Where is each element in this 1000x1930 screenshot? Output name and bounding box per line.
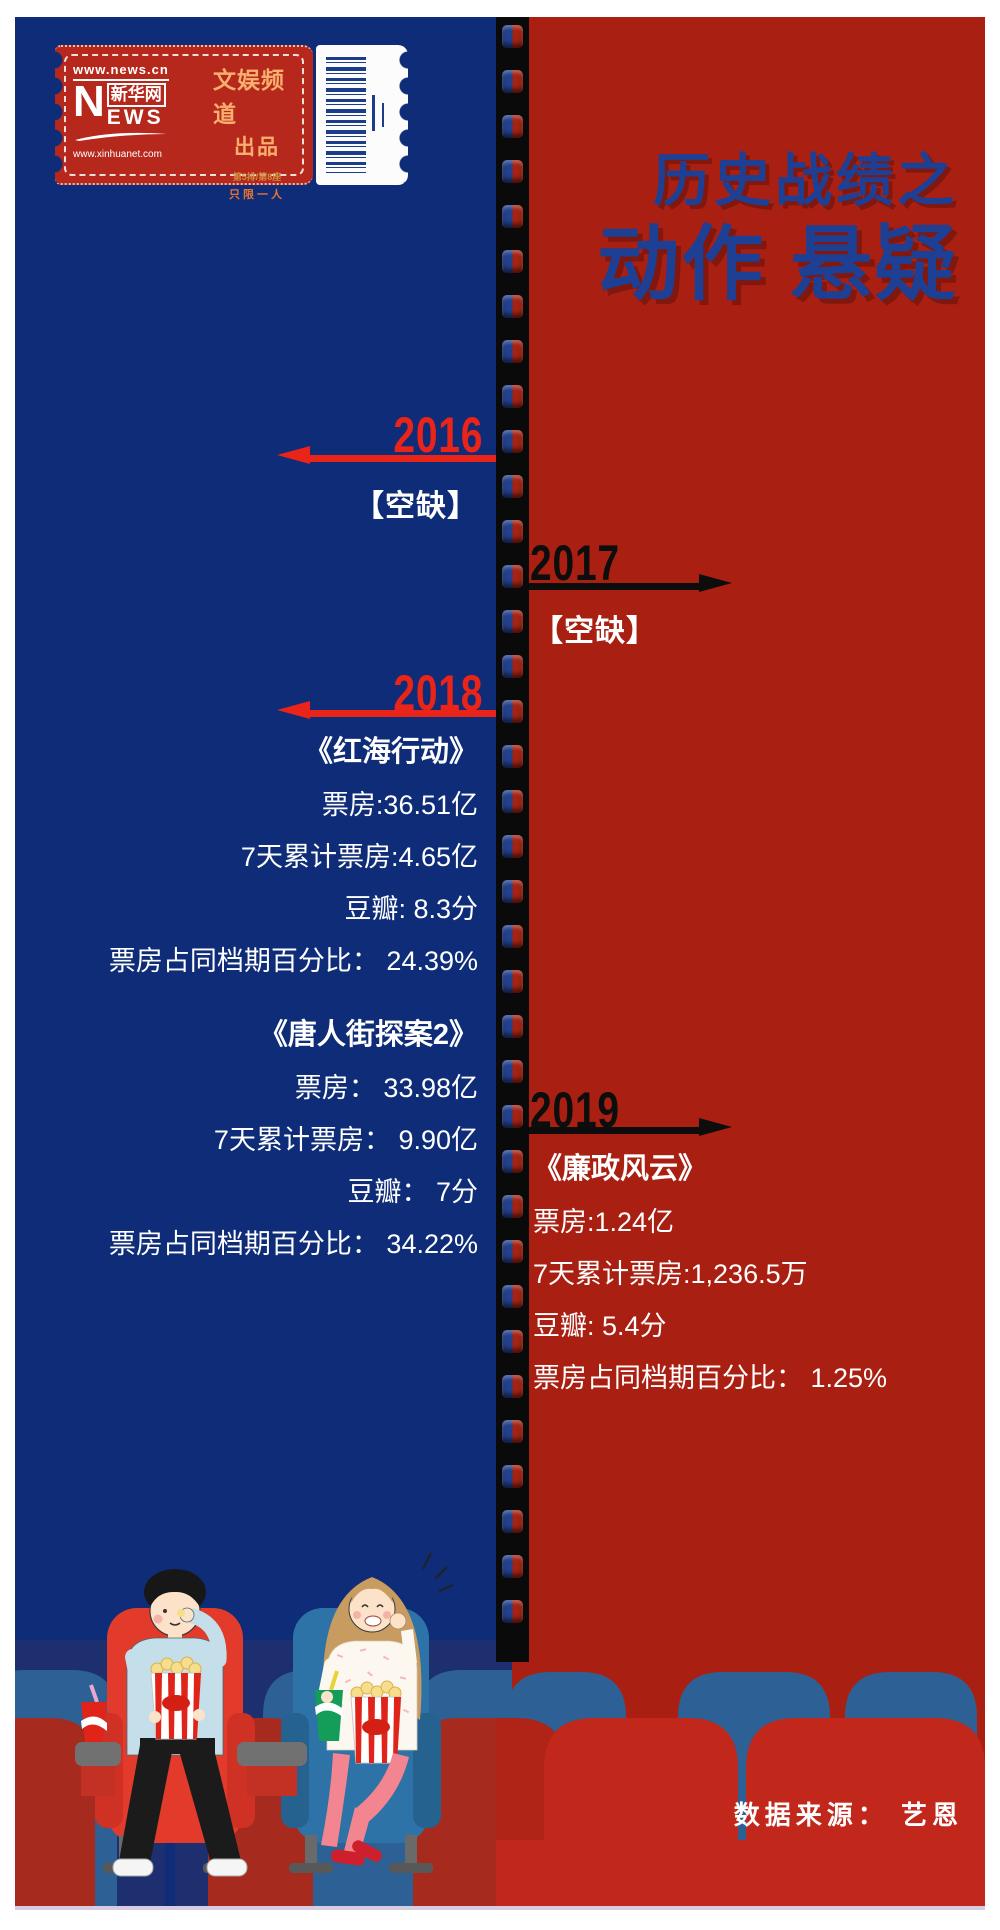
ticket-body: www.news.cn N 新华网 EWS www.xinhuanet.com [54, 45, 313, 201]
movie-card-lianzheng: 《廉政风云》 票房:1.24亿 7天累计票房:1,236.5万 豆瓣: 5.4分… [533, 1153, 887, 1395]
right-red-panel [512, 17, 985, 1910]
bottom-edge-strip [15, 1906, 985, 1910]
armrests [75, 1742, 307, 1796]
movie-title: 《廉政风云》 [533, 1153, 708, 1185]
ticket-stub [316, 45, 408, 185]
timeline-arrow-2019 [517, 1118, 732, 1136]
ticket-seat-info: 第5排/第8座 [232, 172, 282, 182]
logo-swoosh-icon [75, 133, 167, 142]
ticket-logo: www.news.cn N 新华网 EWS www.xinhuanet.com [54, 45, 408, 201]
movie-title: 《唐人街探案2》 [258, 1019, 478, 1051]
timeline-arrow-2016 [277, 446, 507, 464]
title-line1: 历史战绩之 [653, 149, 958, 213]
man-character [112, 1569, 248, 1877]
stub-scallop-edge [392, 47, 408, 183]
logo-ews-letters: EWS [106, 106, 164, 130]
movie-stat: 7天累计票房:1,236.5万 [533, 1259, 808, 1290]
popcorn-bucket [350, 1680, 402, 1764]
movie-card-honghai: 《红海行动》 票房:36.51亿 7天累计票房:4.65亿 豆瓣: 8.3分 票… [109, 736, 478, 978]
vacancy-2017: 【空缺】 [533, 615, 657, 648]
movie-stat: 票房占同档期百分比： 1.25% [533, 1363, 888, 1394]
left-blue-panel [15, 17, 512, 1910]
produced-by: 出品 [234, 136, 280, 159]
year-2019: 2019 [530, 1082, 620, 1138]
year-2018: 2018 [393, 665, 483, 721]
barcode-icon [326, 57, 366, 173]
movie-stat: 票房： 33.98亿 [294, 1073, 478, 1104]
stub-mark [382, 103, 384, 127]
movie-stat: 7天累计票房:4.65亿 [240, 842, 478, 873]
poster: www.news.cn N 新华网 EWS www.xinhuanet.com [15, 17, 985, 1910]
movie-stat: 票房:36.51亿 [321, 790, 478, 821]
title-block: 历史战绩之 动作 悬疑 [597, 153, 958, 306]
year-2017: 2017 [530, 535, 620, 591]
movie-card-tangren: 《唐人街探案2》 票房： 33.98亿 7天累计票房： 9.90亿 豆瓣： 7分… [109, 1019, 478, 1261]
xinhuanet-url: www.xinhuanet.com [73, 149, 162, 161]
movie-stat: 豆瓣: 8.3分 [344, 894, 478, 925]
ticket-dashed-border [64, 54, 304, 176]
film-strip [496, 17, 529, 1662]
stub-mark [372, 95, 375, 131]
timeline-arrow-2017 [517, 574, 732, 592]
vacancy-2016: 【空缺】 [354, 490, 478, 523]
sparkle-lines [422, 1552, 454, 1592]
title-line2: 动作 悬疑 [597, 219, 958, 310]
ticket-scallop-edge [54, 47, 70, 183]
popcorn-bucket [149, 1656, 205, 1740]
timeline-arrow-2018 [277, 701, 507, 719]
movie-stat: 豆瓣： 7分 [347, 1177, 478, 1208]
movie-title: 《红海行动》 [303, 736, 478, 768]
news-url: www.news.cn [73, 62, 169, 81]
movie-stat: 豆瓣: 5.4分 [533, 1311, 667, 1342]
green-drink-cup [315, 1670, 343, 1741]
movie-stat: 票房占同档期百分比： 24.39% [108, 946, 478, 977]
theater-seats-right [496, 1672, 985, 1910]
logo-chinese-name: 新华网 [106, 83, 166, 108]
xinhuanet-logo: N 新华网 EWS [73, 77, 205, 130]
data-source: 数据来源： 艺恩 [733, 1800, 963, 1830]
cinema-illustration [15, 1552, 512, 1910]
woman-character [315, 1552, 454, 1866]
movie-stat: 票房占同档期百分比： 34.22% [108, 1229, 478, 1260]
ticket-admit-one: 只限一人 [229, 189, 285, 201]
channel-name: 文娱频道 [213, 67, 285, 127]
movie-stat: 7天累计票房： 9.90亿 [213, 1125, 478, 1156]
year-2016: 2016 [393, 407, 483, 463]
movie-stat: 票房:1.24亿 [533, 1207, 675, 1238]
logo-n-letter: N [73, 77, 105, 126]
soda-cup [81, 1684, 107, 1742]
